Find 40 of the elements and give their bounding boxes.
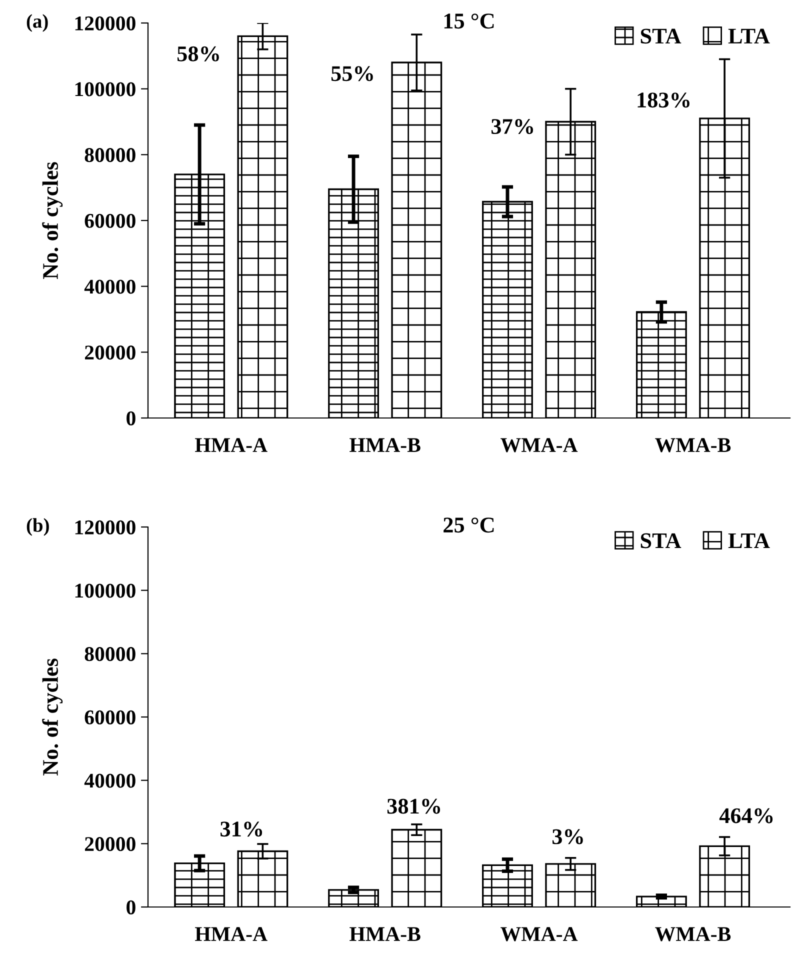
y-axis-title: No. of cycles (42, 658, 63, 776)
y-tick-label: 0 (126, 900, 136, 914)
y-tick-label: 120000 (75, 16, 136, 30)
y-tick-label: 120000 (75, 520, 136, 534)
x-tick-label: WMA-B (655, 927, 731, 942)
chart-title: 15 °C (444, 14, 494, 29)
x-tick-label: WMA-B (655, 438, 731, 452)
y-tick-label: 100000 (75, 82, 136, 96)
x-tick-label: WMA-A (500, 438, 578, 452)
x-tick-label: HMA-A (195, 927, 268, 941)
annotation: 381% (387, 798, 440, 814)
legend-label: STA (640, 533, 682, 548)
y-tick-label: 80000 (84, 647, 136, 662)
annotation: 3% (552, 829, 583, 844)
y-tick-label: 60000 (84, 214, 136, 228)
annotation: 31% (220, 822, 262, 837)
y-tick-label: 40000 (84, 280, 136, 294)
y-tick-label: 60000 (84, 710, 136, 724)
legend-label: LTA (728, 533, 770, 548)
y-tick-label: 20000 (84, 346, 136, 360)
y-tick-label: 80000 (84, 148, 136, 162)
legend-label: LTA (728, 28, 770, 44)
y-tick-label: 40000 (84, 774, 136, 788)
x-tick-label: HMA-A (195, 438, 268, 452)
annotation: 183% (638, 92, 690, 108)
chart-title: 25 °C (444, 518, 494, 533)
y-tick-label: 100000 (75, 584, 136, 598)
y-axis-title: No. of cycles (42, 162, 63, 280)
annotation: 464% (719, 808, 773, 824)
x-tick-label: HMA-B (350, 438, 420, 452)
text: (b) (26, 518, 49, 536)
x-tick-label: HMA-B (350, 927, 420, 941)
annotation: 37% (491, 119, 534, 134)
annotation: 58% (177, 46, 219, 62)
y-tick-label: 20000 (84, 837, 136, 852)
legend-label: STA (640, 28, 682, 44)
x-tick-label: WMA-A (500, 927, 578, 942)
annotation: 55% (331, 66, 373, 82)
text: (a) (26, 14, 48, 32)
y-tick-label: 0 (126, 411, 136, 426)
